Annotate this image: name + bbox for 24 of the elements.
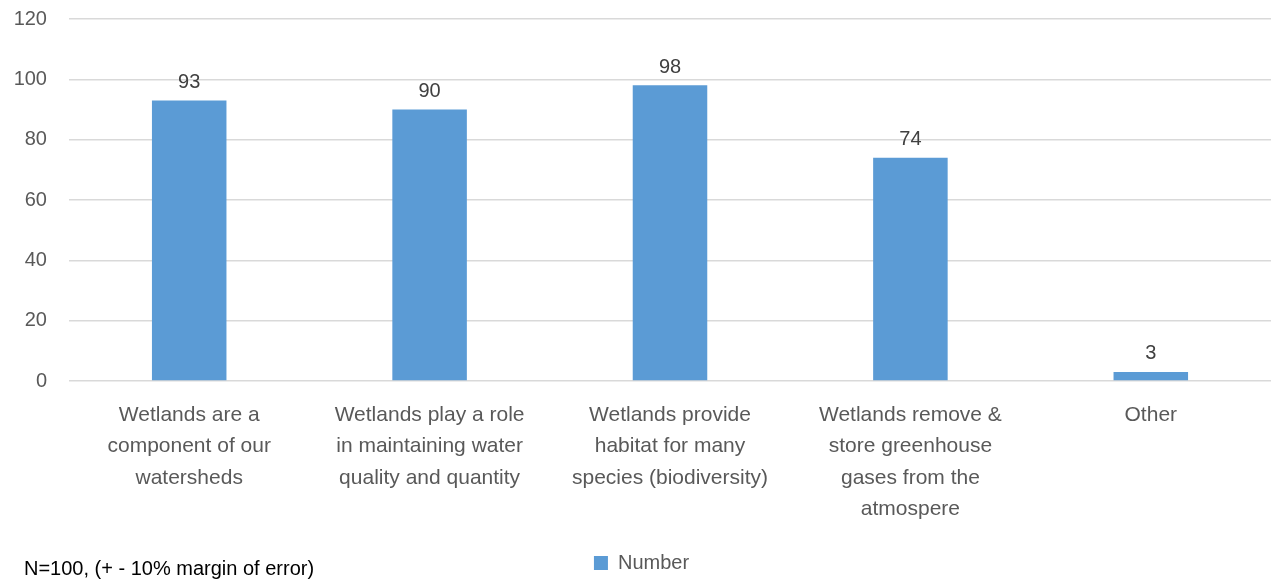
data-label: 74	[899, 127, 922, 150]
bar	[632, 85, 708, 381]
y-tick-label: 100	[13, 66, 47, 89]
y-tick-label: 40	[24, 247, 47, 270]
text: N=100, (+ - 10% margin of error)	[24, 557, 315, 580]
data-label: 98	[658, 54, 682, 77]
bar	[873, 157, 948, 381]
y-tick-label: 20	[24, 308, 47, 331]
bar	[151, 100, 227, 381]
x-tick-label: Other	[1124, 401, 1178, 425]
y-tick-label: 120	[13, 6, 47, 29]
bar	[1113, 371, 1189, 381]
bar	[392, 109, 467, 381]
x-tick-label: Wetlands provide habitat for many species (biodiversity)	[571, 401, 769, 488]
x-tick-label: Wetlands are a component of our watersheds	[107, 401, 271, 488]
data-label: 93	[178, 69, 201, 92]
x-tick-label: Wetlands remove & store greenhouse gases from the atmospere	[818, 401, 1002, 520]
legend-label: Number	[617, 550, 690, 573]
data-label: 3	[1145, 341, 1157, 364]
y-tick-label: 60	[24, 187, 47, 210]
data-label: 90	[418, 79, 441, 102]
y-tick-label: 80	[24, 127, 47, 150]
x-tick-label: Wetlands play a role in maintaining water quality and quantity	[334, 401, 525, 488]
y-tick-label: 0	[35, 368, 47, 391]
